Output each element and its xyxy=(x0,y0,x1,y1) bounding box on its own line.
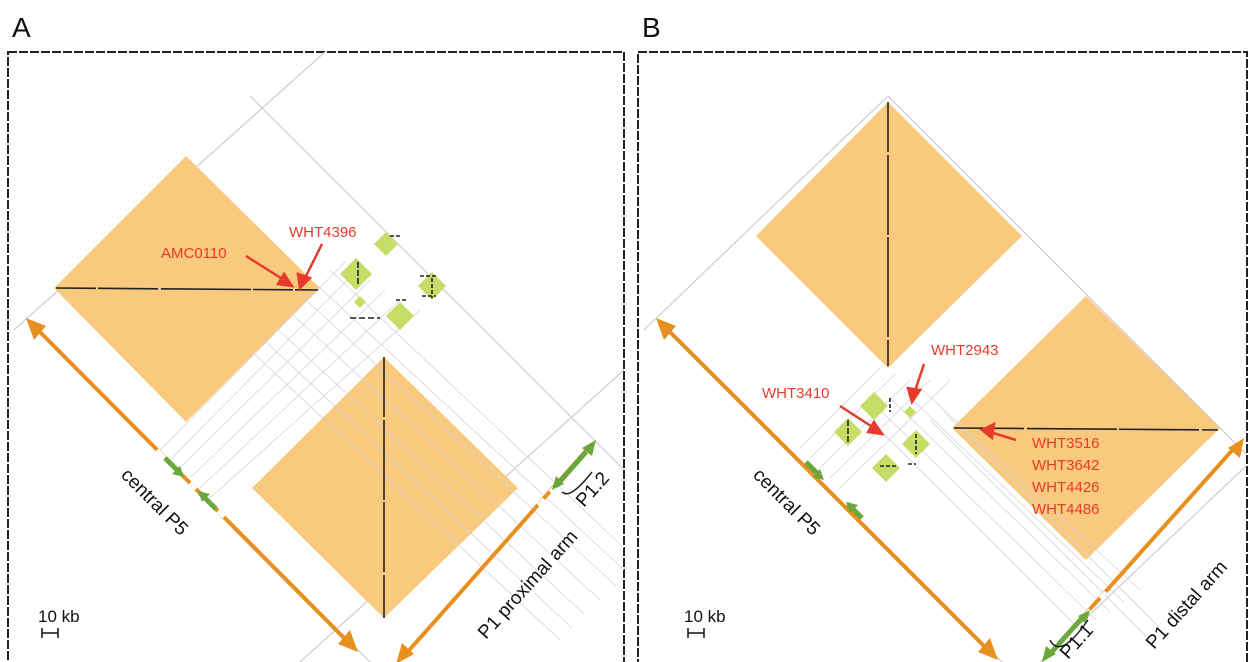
panel-a-scale-bar xyxy=(41,628,59,638)
panel-a-letter: A xyxy=(12,12,31,43)
panel-b-marker-label-wht3410: WHT3410 xyxy=(762,385,830,402)
panel-b-p1-distal-arrow xyxy=(1042,438,1244,662)
panel-b-scale-label: 10 kb xyxy=(684,607,726,626)
panel-a-marker-label-amc0110: AMC0110 xyxy=(161,245,227,262)
panel-b-scale-bar xyxy=(687,628,705,638)
panel-a-p1-proximal-arrow xyxy=(396,440,596,662)
panel-b-frame xyxy=(637,51,1248,662)
panel-b-arm-right-label: P1 distal arm xyxy=(1142,557,1232,653)
panel-a-marker-label-wht4396: WHT4396 xyxy=(289,224,357,241)
panel-a-green-blocks xyxy=(340,232,446,330)
panel-a-arm-right-label: P1 proximal arm xyxy=(474,526,582,643)
panel-b-central-p5-arrow xyxy=(656,318,998,660)
panel-a-orange-block-lower xyxy=(252,357,518,618)
panel-b-marker-label-wht4486: WHT4486 xyxy=(1032,501,1100,518)
panel-b-segment-label: P1.1 xyxy=(1056,620,1098,662)
panel-a-grid-lines xyxy=(159,261,624,641)
panel-b-grid-lines xyxy=(799,367,1161,641)
panel-b-letter: B xyxy=(642,12,661,43)
panel-b-marker-arrows xyxy=(839,363,1017,442)
panel-a-marker-arrows xyxy=(245,243,324,291)
panel-a-scale-label: 10 kb xyxy=(38,607,80,626)
panel-b-segment-bracket xyxy=(1049,619,1089,648)
panel-a-segment-bracket xyxy=(561,471,593,495)
panel-b: WHT2943 WHT3410 WHT3516 WHT3642 WHT4426 … xyxy=(637,51,1248,662)
panel-a-dot-lines xyxy=(55,235,436,618)
panel-b-marker-label-wht3516: WHT3516 xyxy=(1032,435,1100,452)
panel-a-central-p5-arrow xyxy=(26,318,358,652)
panel-a-frame xyxy=(7,51,625,662)
panel-b-marker-label-wht3642: WHT3642 xyxy=(1032,457,1100,474)
panel-b-marker-label-wht4426: WHT4426 xyxy=(1032,479,1100,496)
panel-b-orange-block-lower xyxy=(952,296,1220,560)
panel-a: WHT4396 AMC0110 central P5 P1 proximal a… xyxy=(7,51,625,662)
panel-b-marker-label-wht2943: WHT2943 xyxy=(931,342,999,359)
panel-b-dot-lines xyxy=(847,102,1219,467)
panel-b-orange-block-upper xyxy=(756,102,1022,368)
